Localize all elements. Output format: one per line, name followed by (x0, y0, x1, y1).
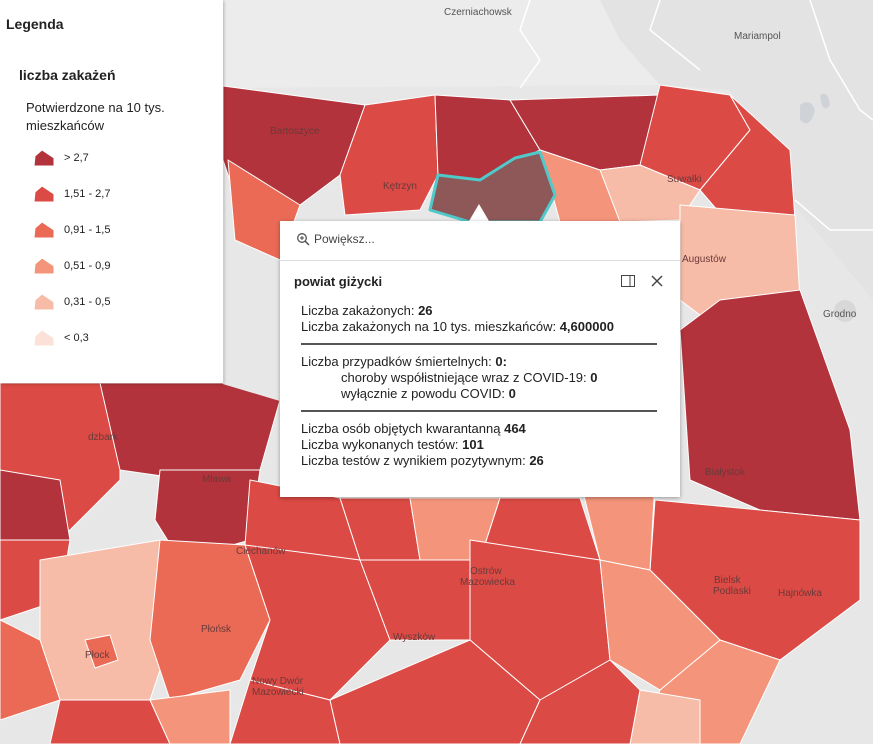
legend-swatch-icon (33, 149, 55, 167)
zoom-label: Powiększ... (314, 232, 375, 246)
label-ostrow-2: Mazowiecka (460, 577, 515, 588)
content-rule (301, 410, 657, 412)
content-rule (301, 343, 657, 345)
legend-panel: Legenda liczba zakażeń Potwierdzone na 1… (0, 0, 223, 383)
lakes (800, 93, 830, 124)
quarantine-line: Liczba osób objętych kwarantanną 464 (301, 421, 526, 436)
legend-swatch-icon (33, 329, 55, 347)
label-bartoszyce: Bartoszyce (270, 126, 320, 137)
label-dzbark: dzbark (88, 432, 119, 443)
region-lithuania (600, 0, 873, 300)
label-suwalki: Suwałki (667, 174, 701, 185)
label-augustow: Augustów (682, 254, 727, 265)
label-plonsk: Płońsk (201, 624, 232, 635)
county-gizycki-selected (428, 150, 557, 224)
legend-class-row: < 0,3 (32, 328, 89, 348)
close-icon (651, 275, 663, 287)
legend-class-label: 1,51 - 2,7 (64, 188, 111, 200)
tests-line: Liczba wykonanych testów: 101 (301, 437, 484, 452)
close-button[interactable] (648, 272, 666, 290)
popup-title: powiat giżycki (294, 274, 383, 289)
dock-icon (621, 275, 635, 287)
label-bielsk-1: Bielsk (714, 575, 742, 586)
border-line (794, 199, 873, 231)
zoom-to-button[interactable]: Powiększ... (296, 232, 375, 246)
label-nowy-dwor-1: Nowy Dwór (252, 676, 304, 687)
legend-title: Legenda (6, 16, 64, 32)
region-kaliningrad (223, 0, 660, 88)
label-bielsk-2: Podlaski (713, 586, 751, 597)
legend-swatch-icon (33, 293, 55, 311)
positive-tests-line: Liczba testów z wynikiem pozytywnym: 26 (301, 453, 544, 468)
legend-class-label: < 0,3 (64, 332, 89, 344)
legend-layer-title: liczba zakażeń (19, 67, 116, 83)
label-grodno: Grodno (823, 309, 857, 320)
covid-only-line: wyłącznie z powodu COVID: 0 (341, 386, 516, 401)
comorbidity-line: choroby współistniejące wraz z COVID-19:… (341, 370, 598, 385)
label-nowy-dwor-2: Mazowiecki (252, 687, 304, 698)
legend-swatch-icon (33, 185, 55, 203)
label-ciechanow: Ciechanów (236, 546, 286, 557)
legend-class-label: 0,91 - 1,5 (64, 224, 111, 236)
deaths-line: Liczba przypadków śmiertelnych: 0: (301, 354, 507, 369)
legend-swatch-icon (33, 257, 55, 275)
label-hajnowka: Hajnówka (778, 588, 822, 599)
popup-divider (280, 260, 680, 261)
legend-class-row: 0,91 - 1,5 (32, 220, 110, 240)
legend-class-label: 0,51 - 0,9 (64, 260, 111, 272)
rate-line: Liczba zakażonych na 10 tys. mieszkańców… (301, 319, 614, 334)
legend-field-title: Potwierdzone na 10 tys. mieszkańców (26, 100, 165, 133)
legend-class-row: 0,51 - 0,9 (32, 256, 110, 276)
border-line (519, 0, 541, 89)
legend-class-label: 0,31 - 0,5 (64, 296, 111, 308)
label-mariampol: Mariampol (734, 31, 781, 42)
popup-pointer (469, 204, 489, 221)
legend-class-row: 1,51 - 2,7 (32, 184, 110, 204)
label-ostrow-1: Ostrów (470, 566, 502, 577)
cases-line: Liczba zakażonych: 26 (301, 303, 433, 318)
zoom-in-icon (297, 233, 310, 246)
border-line (649, 0, 701, 71)
grodno-marker (834, 300, 856, 322)
dock-button[interactable] (619, 272, 637, 290)
legend-swatch-icon (33, 221, 55, 239)
feature-popup: Powiększ... powiat giżycki Liczba zakażo… (280, 221, 680, 497)
border-line (809, 0, 873, 121)
label-mlawa: Mława (202, 474, 231, 485)
label-plock: Płock (85, 650, 110, 661)
label-bialystok: Białystok (705, 467, 746, 478)
label-wyszkow: Wyszków (393, 632, 436, 643)
legend-class-row: 0,31 - 0,5 (32, 292, 110, 312)
label-czerniachowsk: Czerniachowsk (444, 7, 513, 18)
legend-class-label: > 2,7 (64, 152, 89, 164)
legend-class-row: > 2,7 (32, 148, 89, 168)
popup-content: Liczba zakażonych: 26 Liczba zakażonych … (301, 303, 661, 469)
label-ketrzyn: Kętrzyn (383, 181, 417, 192)
